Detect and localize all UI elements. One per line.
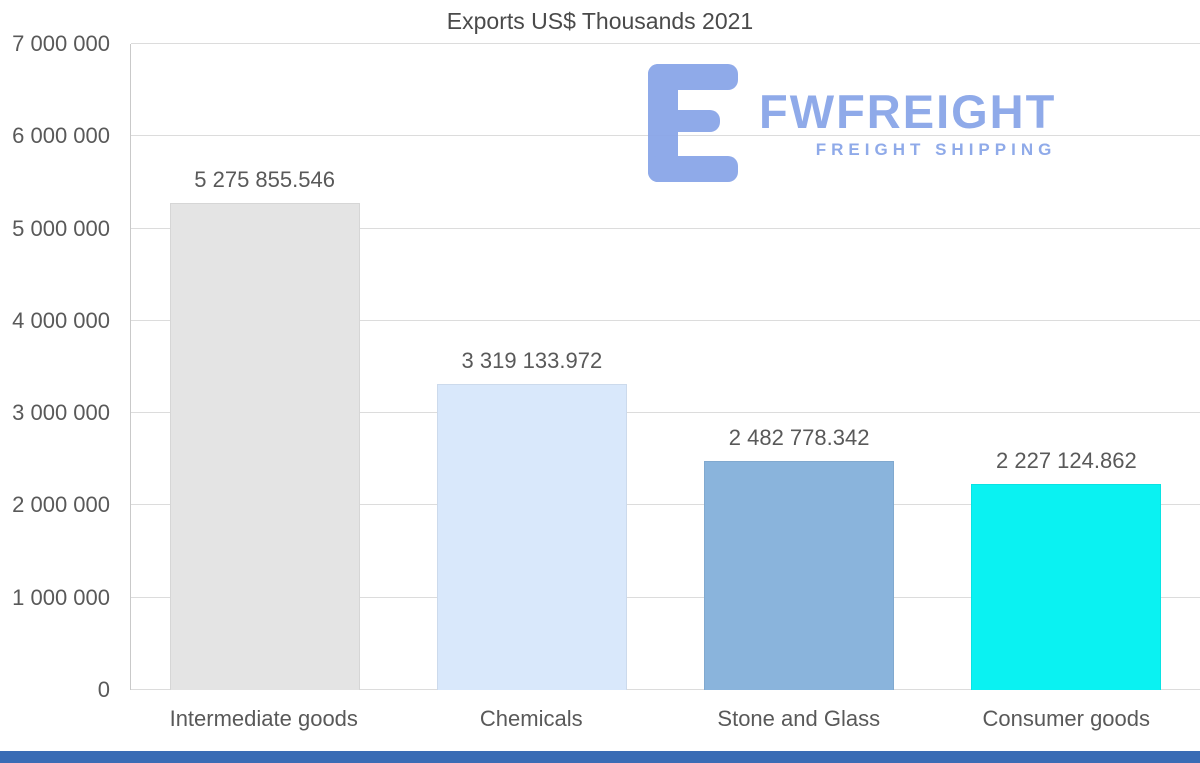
bars-container: 5 275 855.546 3 319 133.972 2 482 778.342 2… xyxy=(131,44,1200,690)
x-axis-labels: Intermediate goods Chemicals Stone and Gla… xyxy=(130,699,1200,739)
bar-slot: 2 482 778.342 xyxy=(666,44,933,690)
bar-slot: 3 319 133.972 xyxy=(398,44,665,690)
gridline xyxy=(131,43,1200,44)
y-axis: 0 1 000 000 2 000 000 3 000 000 4 000 000 5 0… xyxy=(0,31,120,702)
logo-icon xyxy=(648,64,738,182)
bar-chemicals xyxy=(436,383,627,690)
x-tick-label: Consumer goods xyxy=(982,706,1151,731)
plot-area: 5 275 855.546 3 319 133.972 2 482 778.342 2… xyxy=(130,43,1200,690)
gridline xyxy=(131,227,1200,229)
gridline xyxy=(131,596,1200,598)
bar-intermediate-goods xyxy=(169,203,360,690)
y-tick-label: 0 xyxy=(97,677,110,702)
y-tick-label: 6 000 000 xyxy=(12,123,110,149)
y-tick-label: 7 000 000 xyxy=(12,31,110,56)
logo: FWFREIGHT FREIGHT SHIPPING xyxy=(648,64,1056,182)
logo-tagline: FREIGHT SHIPPING xyxy=(815,139,1057,159)
bar-value-label: 2 482 778.342 xyxy=(728,424,870,450)
y-tick-label: 4 000 000 xyxy=(12,307,110,333)
bar-value-label: 3 319 133.972 xyxy=(461,347,603,373)
x-tick-label: Intermediate goods xyxy=(169,706,358,731)
logo-text: FWFREIGHT FREIGHT SHIPPING xyxy=(759,86,1056,160)
y-tick-label: 5 000 000 xyxy=(12,215,110,241)
y-tick-label: 3 000 000 xyxy=(12,400,110,426)
bar-slot: 5 275 855.546 xyxy=(131,44,398,690)
logo-name: FWFREIGHT xyxy=(759,85,1057,139)
footer-bar xyxy=(0,751,1200,763)
y-tick-label: 2 000 000 xyxy=(12,492,110,518)
gridline xyxy=(131,504,1200,506)
x-tick-label: Stone and Glass xyxy=(717,706,881,731)
bar-stone-and-glass xyxy=(704,460,895,690)
y-tick-label: 1 000 000 xyxy=(12,584,110,610)
gridline xyxy=(131,319,1200,321)
bar-consumer-goods xyxy=(971,484,1162,690)
bar-value-label: 5 275 855.546 xyxy=(194,167,335,193)
x-tick-label: Chemicals xyxy=(479,706,583,731)
gridline xyxy=(131,689,1200,690)
bar-slot: 2 227 124.862 xyxy=(933,44,1200,690)
bar-value-label: 2 227 124.862 xyxy=(996,448,1137,474)
chart-title: Exports US$ Thousands 2021 xyxy=(446,8,754,34)
gridline xyxy=(131,412,1200,414)
